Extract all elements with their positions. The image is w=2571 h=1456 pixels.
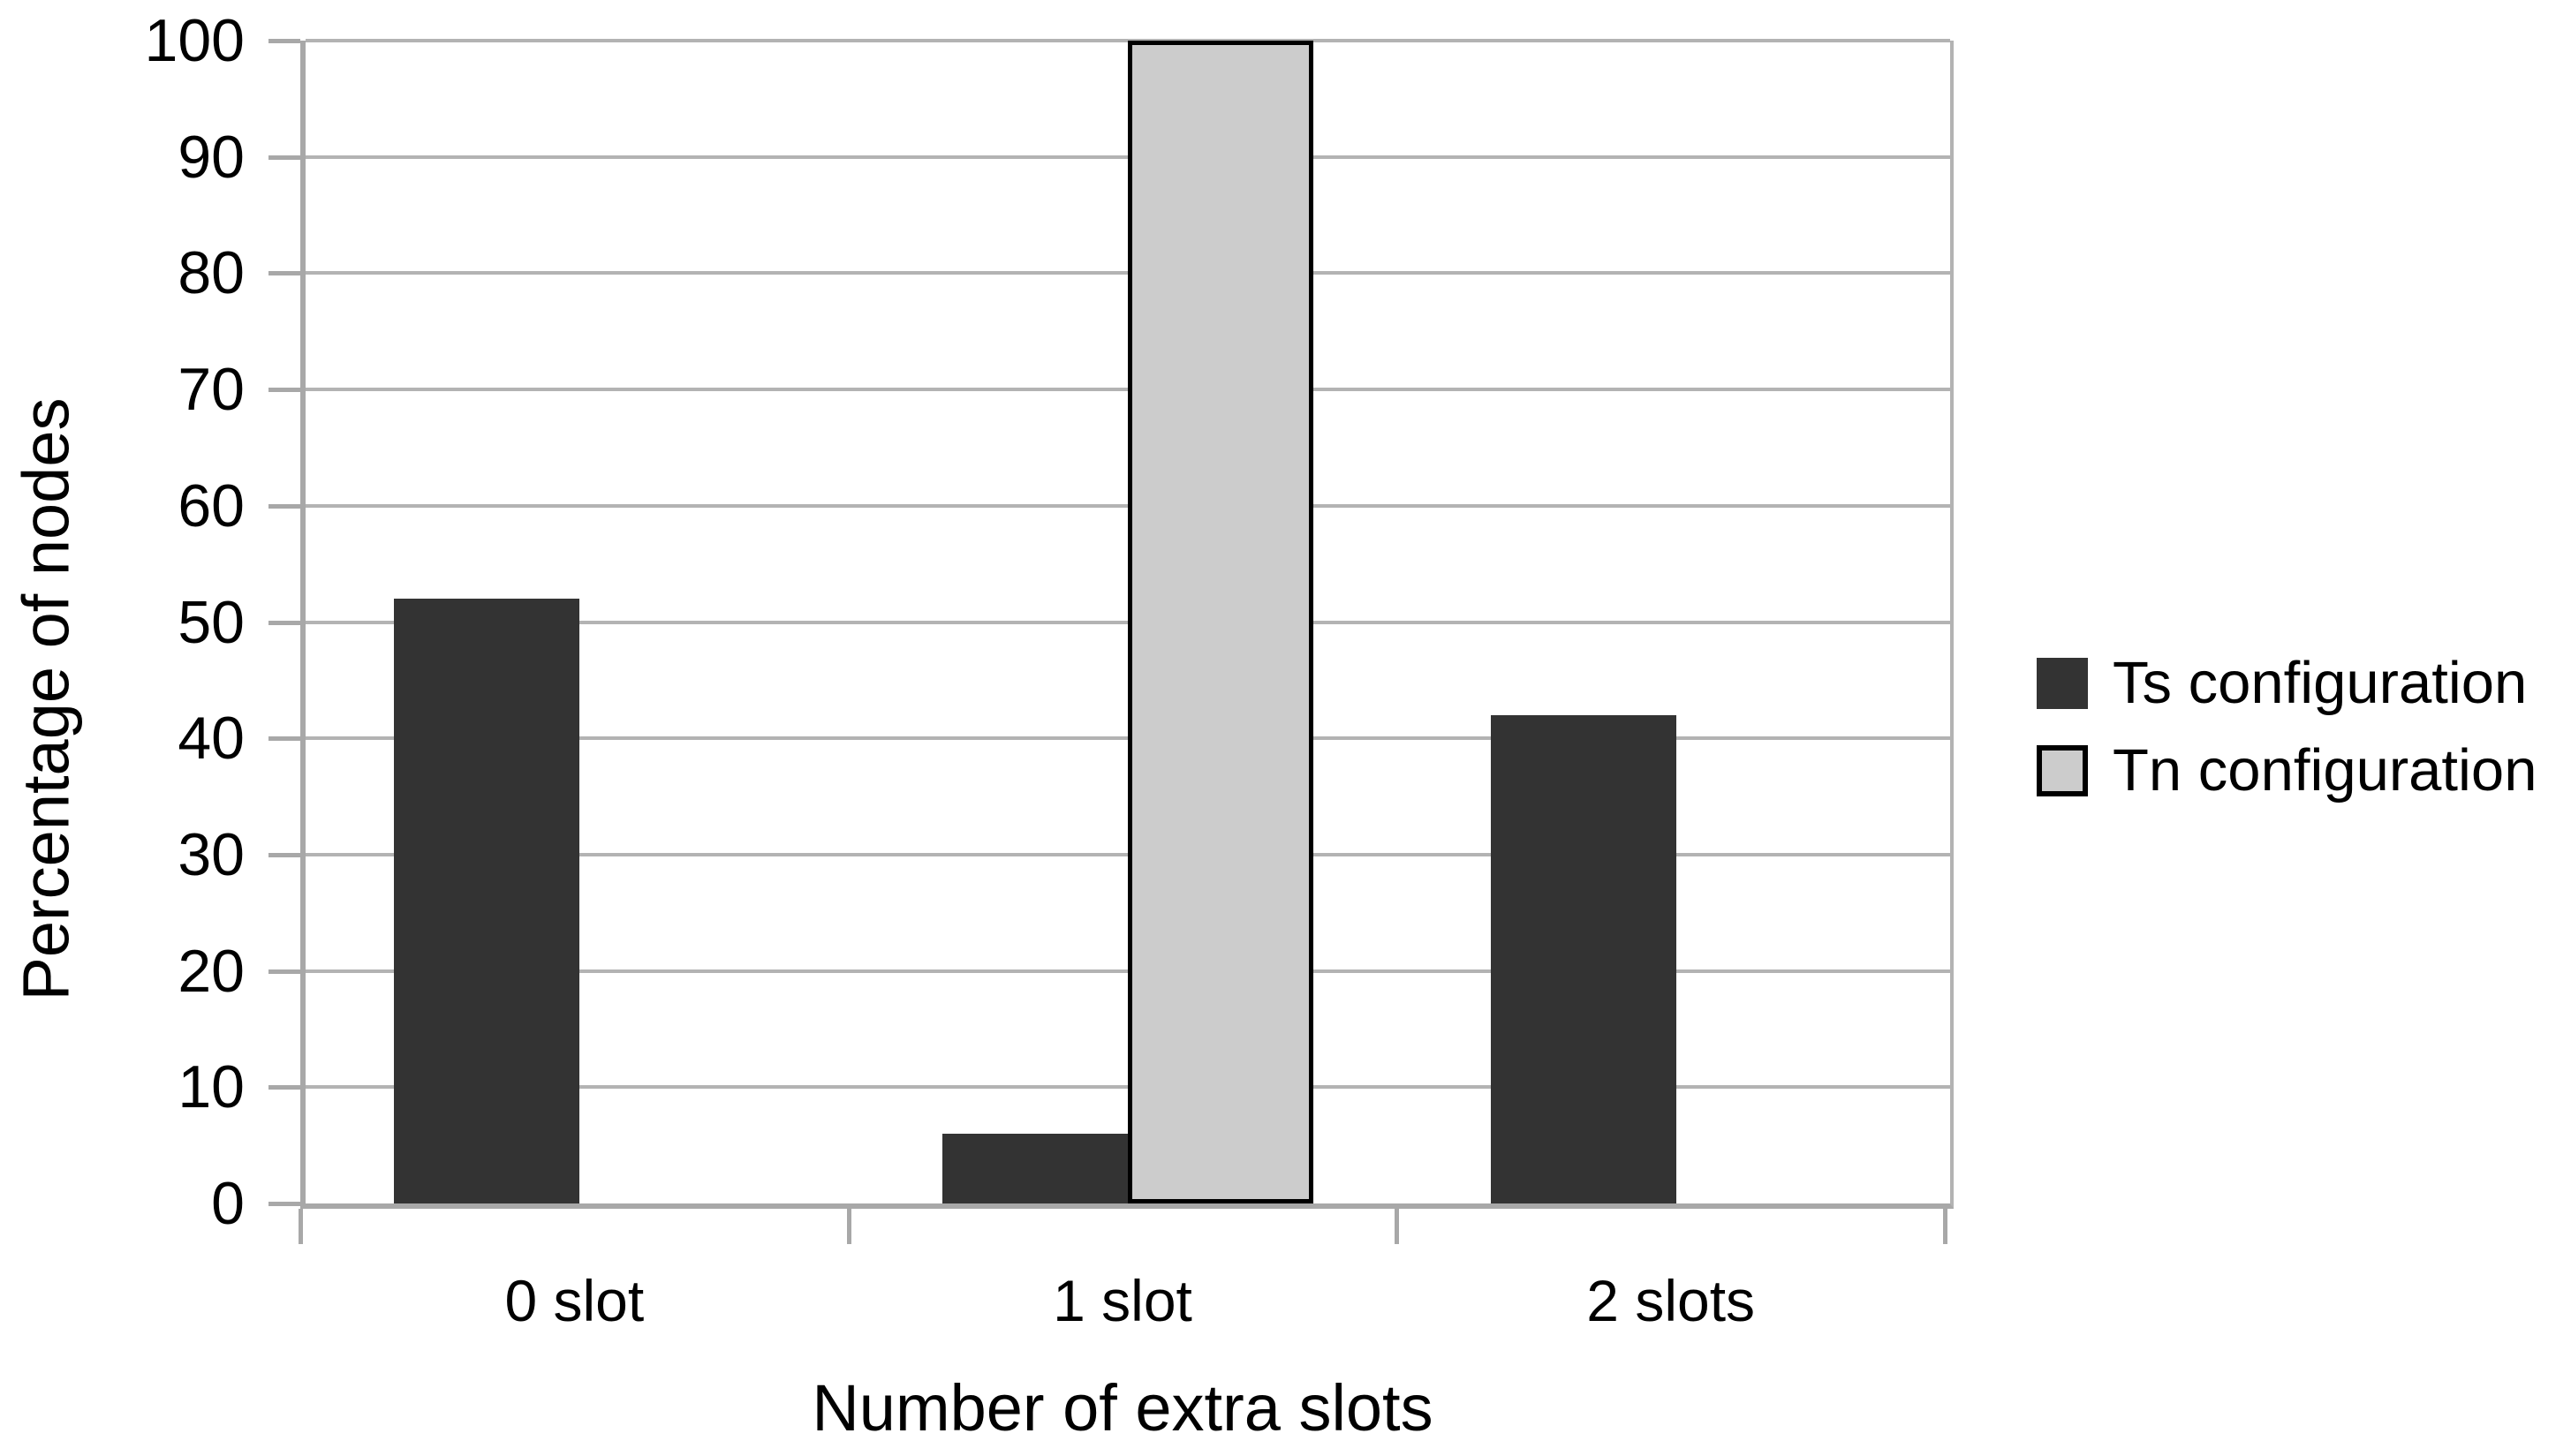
plot-area [300, 39, 1954, 1209]
y-axis-tick-label: 60 [178, 472, 245, 539]
legend-swatch-tn [2037, 744, 2088, 796]
legend: Ts configuration Tn configuration [2037, 653, 2537, 800]
y-axis-tick [268, 39, 300, 43]
y-axis-tick-label: 90 [178, 123, 245, 191]
y-axis-tick [268, 1202, 300, 1206]
bar-tn-1-slot [1128, 41, 1313, 1203]
legend-item: Tn configuration [2037, 741, 2537, 800]
y-axis-tick [268, 271, 300, 276]
y-axis-tick [268, 503, 300, 509]
x-axis-tick-label: 1 slot [1053, 1268, 1192, 1333]
bar-ts-0-slot [394, 599, 580, 1203]
legend-item: Ts configuration [2037, 653, 2537, 713]
y-axis-tick [268, 852, 300, 857]
x-axis-tick-label: 2 slots [1586, 1268, 1756, 1333]
y-axis-tick-label: 30 [178, 820, 245, 888]
y-axis-tick-label: 100 [144, 7, 245, 74]
y-axis-tick-label: 80 [178, 239, 245, 307]
y-axis-tick [268, 736, 300, 742]
x-axis-tick-label: 0 slot [504, 1268, 645, 1333]
y-axis-tick [268, 155, 300, 160]
legend-label: Ts configuration [2113, 650, 2528, 716]
bar-ts-1-slot [942, 1133, 1128, 1203]
y-axis-tick-label: 40 [178, 705, 245, 773]
y-axis-tick [268, 620, 300, 625]
y-axis-tick-label: 50 [178, 588, 245, 656]
y-axis-tick [268, 1085, 300, 1090]
legend-swatch-ts [2037, 657, 2088, 709]
x-axis-tick [1395, 1209, 1400, 1244]
x-axis-tick [1943, 1209, 1947, 1244]
y-axis-tick-label: 70 [178, 356, 245, 424]
y-axis-tick-label: 0 [211, 1170, 245, 1237]
y-axis-tick-label: 20 [178, 937, 245, 1005]
y-axis-tick [268, 388, 300, 393]
y-axis-tick [268, 969, 300, 974]
x-axis-title: Number of extra slots [812, 1371, 1433, 1445]
x-axis-tick [846, 1209, 851, 1244]
legend-label: Tn configuration [2113, 737, 2537, 803]
bar-ts-2-slots [1490, 714, 1676, 1203]
y-axis-tick-label: 10 [178, 1053, 245, 1121]
x-axis-tick [299, 1209, 303, 1244]
